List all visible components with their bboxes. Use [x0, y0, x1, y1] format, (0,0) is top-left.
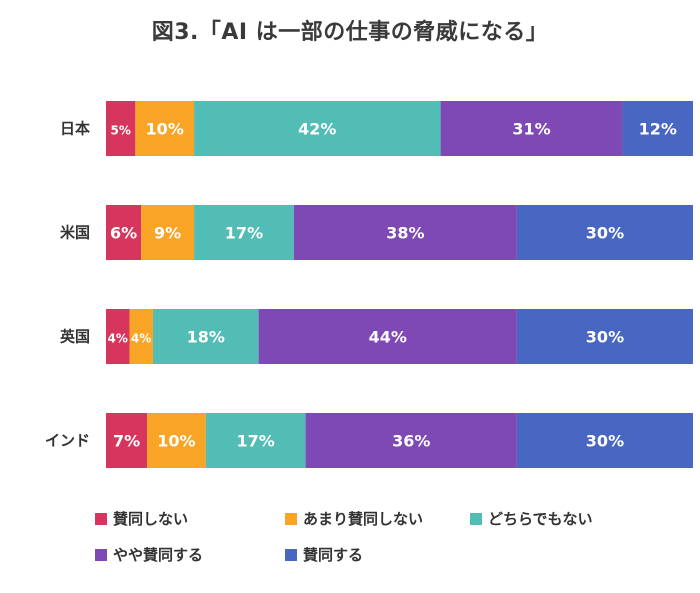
legend-swatch: [95, 548, 107, 561]
legend-item-somewhat-agree: やや賛同する: [95, 544, 203, 565]
legend-label: 賛同する: [303, 546, 364, 564]
data-label: 17%: [237, 432, 275, 451]
legend-swatch: [470, 512, 482, 525]
bar-segment: [194, 101, 441, 156]
data-label: 4%: [108, 332, 128, 346]
legend-item-somewhat-disagree: あまり賛同しない: [285, 508, 423, 529]
data-label: 6%: [110, 224, 137, 243]
bar-segment: [152, 309, 259, 364]
bar-segment: [106, 413, 148, 468]
bar-segment: [106, 101, 136, 156]
bar-segment: [440, 101, 623, 156]
data-label: 4%: [131, 332, 151, 346]
data-label: 42%: [298, 120, 336, 139]
data-label: 9%: [154, 224, 181, 243]
legend-label: やや賛同する: [113, 546, 204, 564]
bar-segment: [141, 205, 195, 260]
category-label: インド: [45, 432, 90, 450]
bar-segments: [106, 101, 693, 468]
bar-segment: [516, 309, 693, 364]
data-label: 18%: [187, 328, 225, 347]
chart-title: 図3.「AI は一部の仕事の脅威になる」: [151, 20, 549, 45]
bar-segment: [135, 101, 195, 156]
data-label: 36%: [392, 432, 430, 451]
category-label: 米国: [60, 224, 90, 242]
data-label: 30%: [586, 224, 624, 243]
bar-segment: [622, 101, 693, 156]
bar-segment: [516, 413, 693, 468]
category-label: 英国: [60, 328, 90, 346]
data-label: 12%: [639, 120, 677, 139]
legend-label: どちらでもない: [488, 510, 593, 528]
legend-item-strongly-disagree: 賛同しない: [95, 508, 188, 529]
legend-swatch: [285, 548, 297, 561]
legend-item-agree: 賛同する: [285, 544, 363, 565]
bar-segment: [106, 309, 130, 364]
bar-segment: [305, 413, 517, 468]
bar-segment: [194, 205, 294, 260]
data-label: 10%: [157, 432, 195, 451]
category-label: 日本: [60, 120, 90, 138]
legend-item-neutral: どちらでもない: [470, 508, 593, 529]
bar-segment: [129, 309, 153, 364]
bar-segment: [106, 205, 142, 260]
data-label: 5%: [110, 124, 130, 138]
legend-label: あまり賛同しない: [303, 510, 424, 528]
bar-data-labels: 5% 10% 42% 31% 12% 6% 9% 17% 38% 30% 4% 4% 18% 44% 30%…: [108, 120, 677, 451]
legend-swatch: [95, 512, 107, 525]
legend-swatch: [285, 512, 297, 525]
data-label: 30%: [586, 432, 624, 451]
data-label: 30%: [586, 328, 624, 347]
data-label: 10%: [146, 120, 184, 139]
bar-segment: [516, 205, 693, 260]
data-label: 7%: [113, 432, 140, 451]
bar-segment: [258, 309, 517, 364]
bar-segment: [205, 413, 306, 468]
data-label: 31%: [512, 120, 550, 139]
bar-segment: [147, 413, 206, 468]
data-label: 38%: [386, 224, 424, 243]
data-label: 17%: [225, 224, 263, 243]
bar-segment: [293, 205, 517, 260]
data-label: 44%: [369, 328, 407, 347]
legend-label: 賛同しない: [113, 510, 189, 528]
